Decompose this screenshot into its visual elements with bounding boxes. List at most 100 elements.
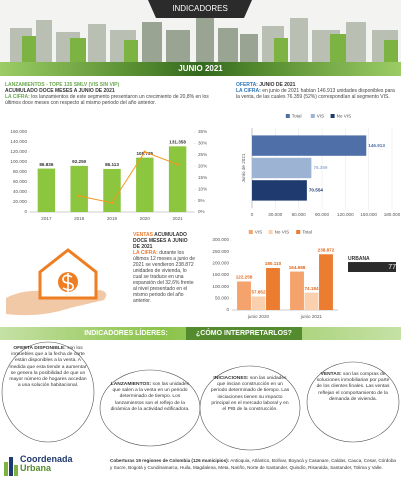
heading: VENTAS ACUMULADO DOCE MESES A JUNIO DE 2…	[133, 232, 195, 250]
y2-tick-label: 5%	[198, 198, 205, 203]
paragraph: LA CIFRA: durante los últimos 12 meses a…	[133, 250, 195, 304]
heading-text: JUNIO DE 2021	[259, 82, 296, 88]
x-tick-label: junio 2020	[247, 314, 270, 319]
value-label: 86.836	[39, 162, 53, 167]
value-label: 108.735	[136, 151, 153, 156]
legend-label: No VIS	[275, 230, 290, 235]
legend-swatch	[268, 230, 273, 234]
x-tick-label: 120.000	[337, 212, 354, 217]
y-tick-label: 300.000	[212, 237, 229, 242]
value-label: 92.250	[72, 159, 86, 164]
term: VENTAS:	[320, 372, 342, 377]
heading-text: ACUMULADO DOCE MESES A JUNIO DE 2021	[133, 232, 188, 250]
term: OFERTA DISPONIBLE:	[13, 346, 66, 351]
logo-top: Coordenada	[20, 454, 73, 464]
bar	[168, 146, 187, 212]
y-tick-label: 80.000	[13, 169, 27, 174]
y-axis-label: Junio de 2021	[241, 153, 246, 182]
cifra-label: LA CIFRA:	[133, 250, 158, 256]
ventas-text: VENTAS ACUMULADO DOCE MESES A JUNIO DE 2…	[133, 232, 195, 304]
bar	[290, 271, 304, 310]
x-tick-label: 2021	[172, 216, 183, 221]
lanzamientos-text: LANZAMIENTOS - TOPE 135 SMLV (VIS SIN VI…	[5, 82, 210, 106]
value-label: 74.184	[304, 286, 318, 291]
x-tick-label: 60.000	[292, 212, 306, 217]
bar	[252, 157, 312, 179]
value-label: 238.872	[318, 247, 335, 252]
logo: Coordenada Urbana	[20, 455, 73, 473]
legend-swatch	[248, 230, 253, 234]
value-label: 70.554	[309, 188, 323, 193]
x-tick-label: 30.000	[268, 212, 282, 217]
value-label: 57.852	[251, 290, 265, 295]
term: LANZAMIENTOS:	[110, 382, 152, 387]
heading: LANZAMIENTOS - TOPE 135 SMLV (VIS SIN VI…	[5, 82, 120, 88]
value-label: 76.359	[313, 165, 327, 170]
text: son las compras de soluciones inmobiliar…	[316, 372, 390, 402]
y-tick-label: 200.000	[212, 261, 229, 266]
oferta-text: OFERTA: JUNIO DE 2021 LA CIFRA: en junio…	[236, 82, 396, 100]
y2-tick-label: 10%	[198, 186, 207, 191]
logo-bottom: Urbana	[20, 463, 52, 473]
cifra-label: LA CIFRA:	[5, 94, 30, 100]
x-tick-label: 2020	[140, 216, 151, 221]
cifra-label: LA CIFRA:	[236, 88, 261, 94]
line-point	[110, 201, 114, 205]
legend-label: Total	[292, 114, 302, 119]
text: son las unidades que salen a la venta en…	[110, 382, 190, 412]
bar	[37, 168, 56, 212]
y2-tick-label: 0%	[198, 209, 205, 214]
definition: LANZAMIENTOS: son las unidades que salen…	[110, 382, 190, 413]
coverage-label: Coberturas 19 regiones de Colombia (126 …	[110, 458, 230, 463]
bar	[70, 165, 88, 212]
y2-tick-label: 35%	[198, 129, 207, 134]
legend-label: VIS	[255, 230, 262, 235]
label: VENTAS	[133, 232, 153, 238]
chart-ventas: 0 50.000 100.000 150.000 200.000 250.000 300.0…	[212, 230, 338, 319]
y2-tick-label: 25%	[198, 152, 207, 157]
legend-swatch	[296, 230, 301, 234]
line-point	[143, 150, 147, 154]
value-label: 180.110	[265, 261, 282, 266]
y-tick-label: 160.000	[10, 129, 27, 134]
label: OFERTA:	[236, 82, 258, 88]
tab-title: INDICADORES	[172, 4, 228, 13]
legend-swatch	[310, 114, 315, 118]
value-label: 86.113	[105, 162, 119, 167]
y2-tick-label: 30%	[198, 141, 207, 146]
value-label: 164.688	[289, 265, 306, 270]
house-illustration	[6, 248, 107, 316]
value-label: 122.258	[236, 275, 253, 280]
heading: OFERTA: JUNIO DE 2021	[236, 82, 396, 88]
bar	[304, 292, 319, 310]
y-tick-label: 50.000	[215, 296, 229, 301]
cifra-text: en junio de 2021 habían 146.913 unidades…	[236, 88, 395, 100]
y2-tick-label: 20%	[198, 164, 207, 169]
band-left: INDICADORES LÍDERES:	[84, 330, 168, 337]
definition: VENTAS: son las compras de soluciones in…	[315, 372, 391, 403]
page-number: 77	[348, 263, 396, 272]
chart-oferta: 0 30.000 60.000 90.000 120.000 150.000 180.000…	[241, 114, 400, 218]
bar	[319, 254, 333, 310]
legend-label: Total	[302, 230, 312, 235]
definition: INICIACIONES: son las unidades que inici…	[210, 376, 290, 413]
x-tick-label: junio 2021	[300, 314, 323, 319]
bar	[266, 267, 280, 310]
term: INICIACIONES:	[213, 376, 249, 381]
y-tick-label: 140.000	[10, 139, 27, 144]
value-label: 131.358	[169, 140, 186, 145]
bar	[103, 168, 121, 212]
x-tick-label: 180.000	[384, 212, 400, 217]
cifra-text: durante los últimos 12 meses a junio de …	[133, 250, 195, 304]
x-tick-label: 150.000	[360, 212, 377, 217]
y-tick-label: 0	[24, 209, 27, 214]
bar	[251, 296, 266, 310]
y-tick-label: 40.000	[13, 189, 27, 194]
band-right: ¿CÓMO INTERPRETARLOS?	[186, 327, 302, 340]
text: son los inmuebles que a la fecha de cort…	[9, 346, 87, 389]
y-tick-label: 0	[226, 307, 229, 312]
paragraph: LA CIFRA: en junio de 2021 habían 146.91…	[236, 88, 396, 100]
subheading: ACUMULADO DOCE MESES A JUNIO DE 2021	[5, 88, 115, 94]
text: son las unidades que inician construcció…	[210, 376, 290, 413]
value-label: 146.913	[368, 143, 385, 148]
